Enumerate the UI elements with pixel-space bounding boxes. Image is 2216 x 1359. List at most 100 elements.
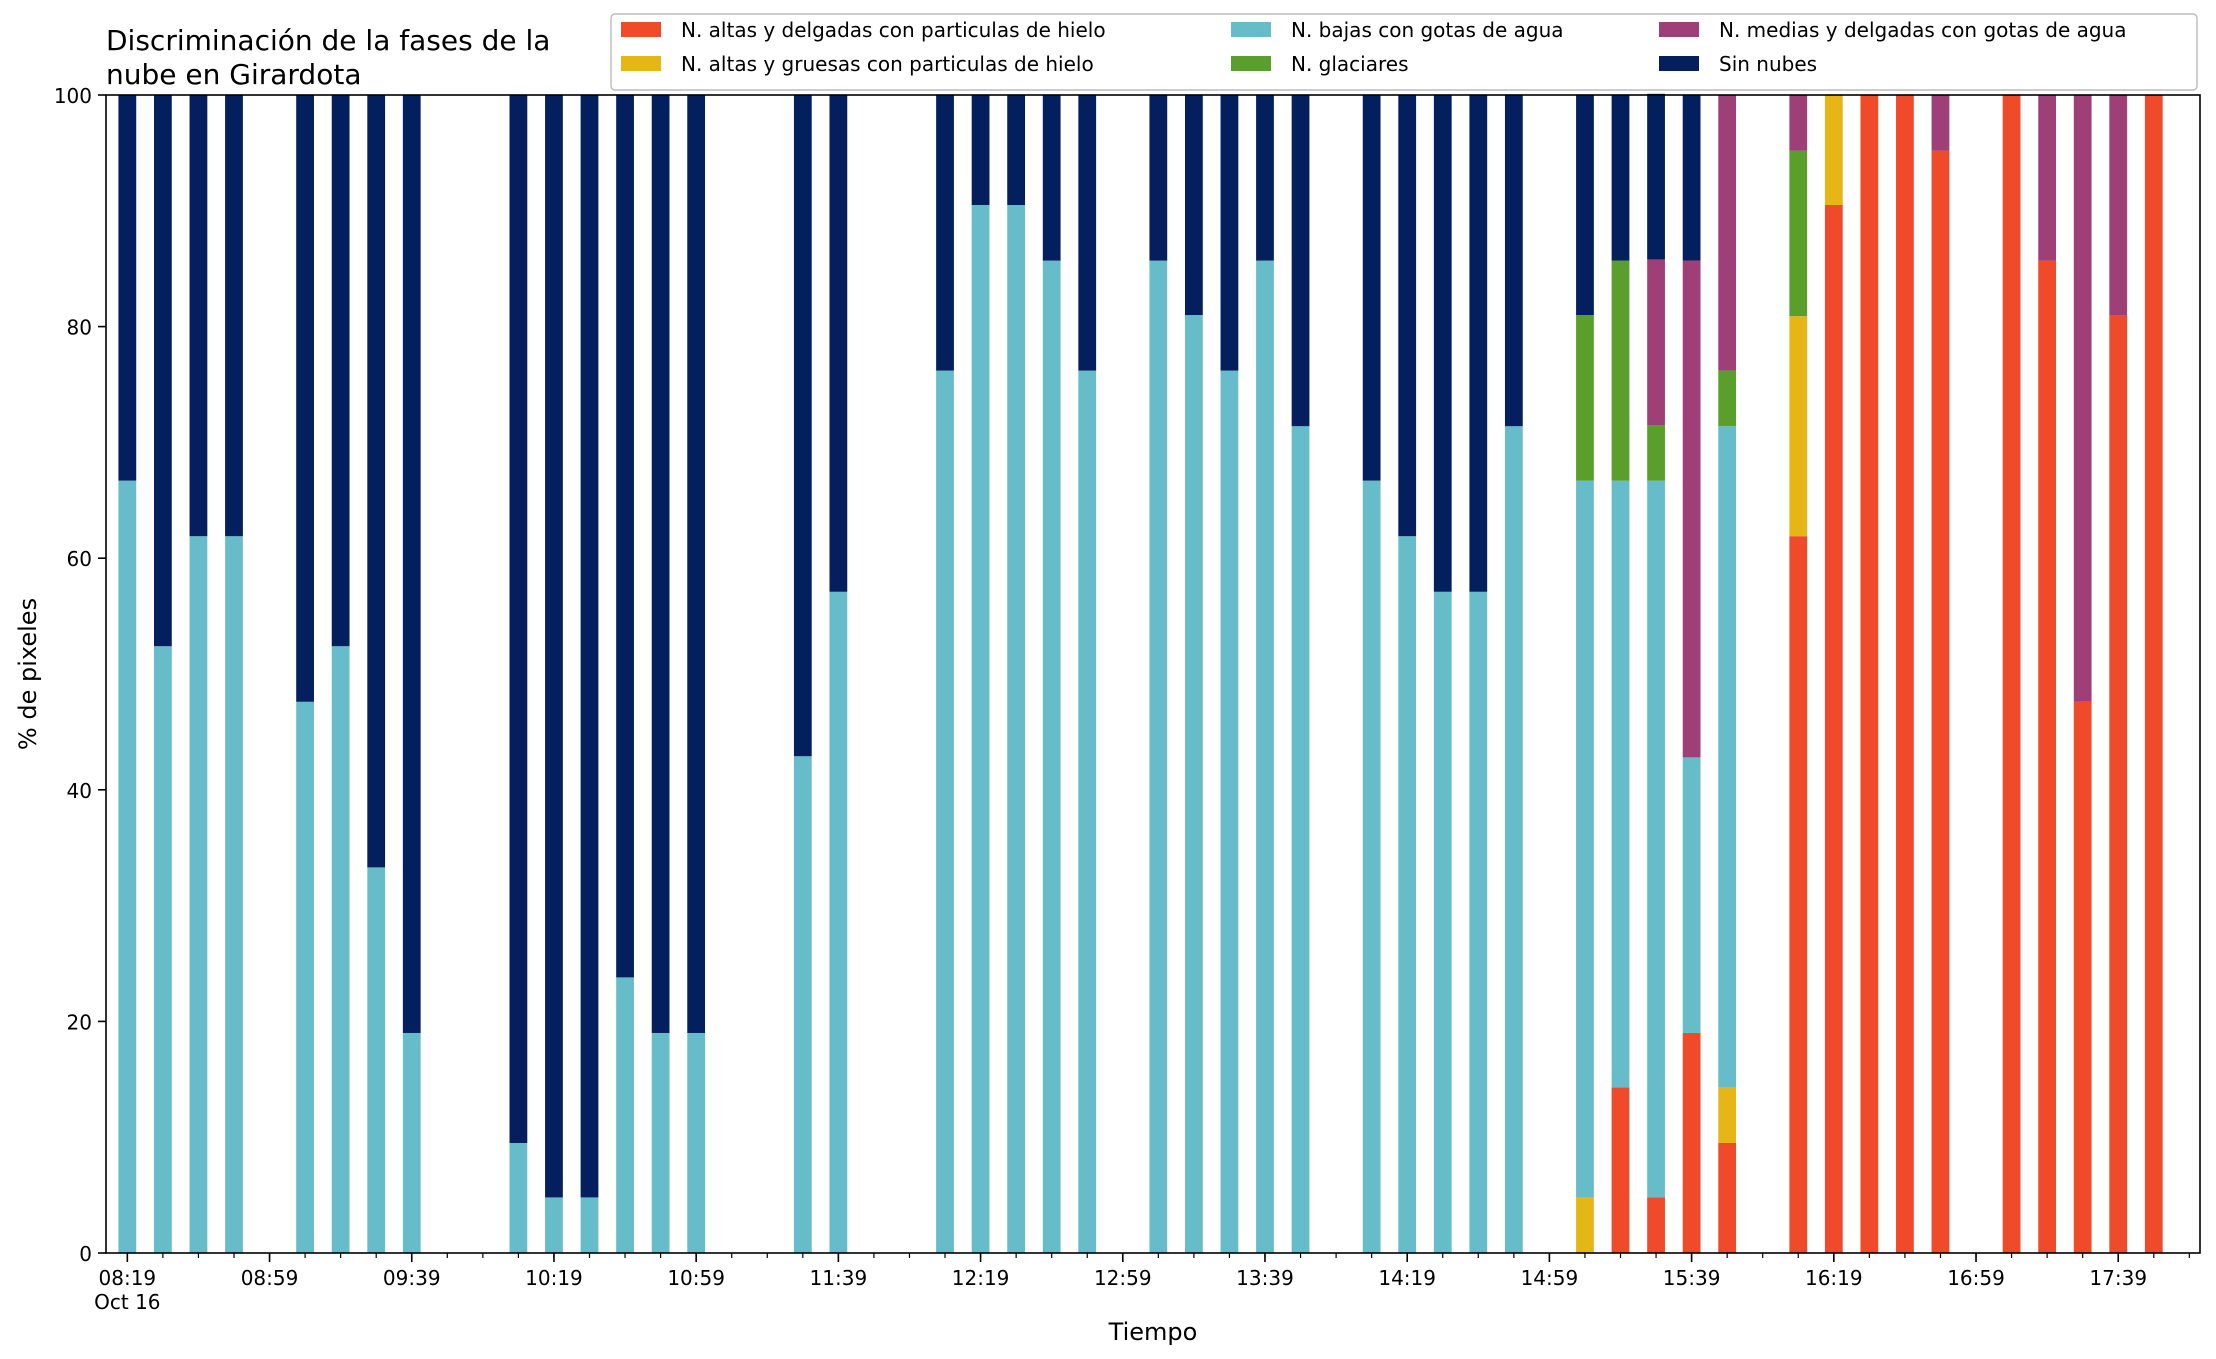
y-axis: 0 20 40 60 80 100 (54, 84, 106, 1266)
bar-segment-sin-nubes (1078, 95, 1097, 371)
bar-segment-medias-agua (1718, 95, 1737, 371)
bar-stack (2073, 95, 2092, 1253)
bar-segment-sin-nubes (1149, 95, 1168, 261)
bar-segment-bajas-agua (402, 1032, 421, 1253)
bar-segment-bajas-agua (936, 370, 954, 1254)
bar-segment-medias-agua (1931, 95, 1950, 151)
bar-segment-sin-nubes (1433, 95, 1452, 592)
legend-swatch (621, 56, 661, 71)
bar-segment-medias-agua (2109, 95, 2128, 316)
bar-stack (2002, 95, 2021, 1253)
bar-stack (1824, 95, 1843, 1253)
legend-label: N. altas y delgadas con particulas de hi… (681, 18, 1106, 42)
bar-segment-glaciares (1718, 370, 1737, 427)
bar-segment-altas-delgadas (1611, 1087, 1630, 1253)
bar-stack (402, 95, 421, 1253)
bar-segment-sin-nubes (331, 95, 350, 647)
x-tick-label: 11:39 (810, 1266, 868, 1290)
bar-segment-altas-delgadas (2038, 260, 2057, 1254)
bar-stack (367, 95, 386, 1253)
x-tick-label: 09:39 (383, 1266, 441, 1290)
bar-stack (651, 95, 670, 1253)
legend-item-altas-delgadas: N. altas y delgadas con particulas de hi… (621, 18, 1106, 42)
plot-frame (105, 94, 2201, 1254)
legend-item-medias-agua: N. medias y delgadas con gotas de agua (1659, 18, 2127, 42)
legend-box (610, 13, 2198, 91)
bar-segment-altas-delgadas (1896, 95, 1914, 1253)
bar-segment-sin-nubes (118, 95, 137, 481)
x-tick-label: 17:39 (2089, 1266, 2147, 1290)
bar-stack (1149, 95, 1168, 1254)
bar-segment-bajas-agua (1220, 370, 1239, 1254)
bar-segment-bajas-agua (793, 756, 812, 1253)
x-tick-label: 08:59 (241, 1266, 299, 1290)
bar-stack (1433, 95, 1452, 1253)
bar-segment-altas-delgadas (1682, 1032, 1701, 1253)
bar-stack (616, 95, 634, 1253)
bar-segment-medias-agua (1789, 95, 1808, 151)
bar-segment-medias-agua (2073, 95, 2092, 702)
bar-stack (1611, 95, 1630, 1253)
y-tick-label: 0 (79, 1242, 92, 1266)
bar-segment-bajas-agua (545, 1197, 563, 1253)
bar-stack (1256, 95, 1274, 1254)
bar-segment-sin-nubes (616, 95, 634, 978)
bar-stack (1220, 95, 1239, 1254)
bar-stack (1398, 95, 1417, 1253)
chart-title-line-1: Discriminación de la fases de la (106, 24, 550, 57)
bar-stack (225, 95, 243, 1253)
bar-segment-sin-nubes (225, 95, 243, 537)
bar-segment-sin-nubes (509, 95, 528, 1143)
bar-segment-sin-nubes (1007, 95, 1026, 206)
bar-segment-altas-delgadas (2002, 95, 2021, 1253)
legend-label: N. altas y gruesas con particulas de hie… (681, 52, 1094, 76)
x-tick-label: 08:19 (99, 1266, 157, 1290)
bar-segment-altas-delgadas (1789, 536, 1808, 1253)
bar-stack (1185, 95, 1203, 1253)
x-tick-label: 12:59 (1094, 1266, 1152, 1290)
legend-item-sin-nubes: Sin nubes (1659, 52, 1817, 76)
bar-segment-medias-agua (1682, 260, 1701, 758)
bar-segment-sin-nubes (1185, 95, 1203, 316)
legend-item-bajas-agua: N. bajas con gotas de agua (1231, 18, 1564, 42)
bar-stack (189, 95, 208, 1253)
bar-stack (1718, 95, 1737, 1253)
bar-stack (153, 95, 172, 1253)
y-tick-label: 100 (54, 84, 92, 108)
bar-segment-sin-nubes (1576, 95, 1594, 316)
bar-segment-sin-nubes (1504, 95, 1523, 427)
y-axis-label: % de pixeles (14, 598, 42, 750)
bar-segment-altas-delgadas (1647, 1197, 1665, 1253)
bar-segment-bajas-agua (651, 1032, 670, 1253)
bar-segment-altas-delgadas (2144, 95, 2163, 1253)
bar-segment-bajas-agua (1504, 426, 1523, 1253)
bar-stack (296, 95, 314, 1253)
bar-segment-glaciares (1576, 315, 1594, 481)
legend-label: N. medias y delgadas con gotas de agua (1719, 18, 2127, 42)
bar-segment-sin-nubes (545, 95, 563, 1198)
bar-stack (1576, 95, 1594, 1253)
bar-segment-bajas-agua (509, 1142, 528, 1253)
x-tick-label: 10:59 (667, 1266, 725, 1290)
bar-stack (331, 95, 350, 1253)
bar-segment-altas-delgadas (2109, 315, 2128, 1253)
legend-item-glaciares: N. glaciares (1231, 52, 1409, 76)
bar-segment-sin-nubes (189, 95, 208, 537)
bar-segment-bajas-agua (1007, 205, 1026, 1253)
bar-segment-sin-nubes (829, 95, 848, 592)
bar-segment-bajas-agua (118, 480, 137, 1253)
bar-segment-altas-delgadas (1860, 95, 1879, 1253)
bar-segment-altas-delgadas (2073, 701, 2092, 1253)
legend-swatch (1659, 22, 1699, 37)
legend-item-altas-gruesas: N. altas y gruesas con particulas de hie… (621, 52, 1094, 76)
bar-stack (2144, 95, 2163, 1253)
bar-stack (1896, 95, 1914, 1253)
bar-segment-bajas-agua (367, 867, 386, 1253)
bar-segment-sin-nubes (580, 95, 599, 1198)
bar-segment-sin-nubes (1682, 95, 1701, 261)
bar-stack (936, 95, 954, 1254)
bar-segment-bajas-agua (1078, 370, 1097, 1254)
bar-segment-sin-nubes (1611, 95, 1630, 261)
bar-stack (1078, 95, 1097, 1254)
